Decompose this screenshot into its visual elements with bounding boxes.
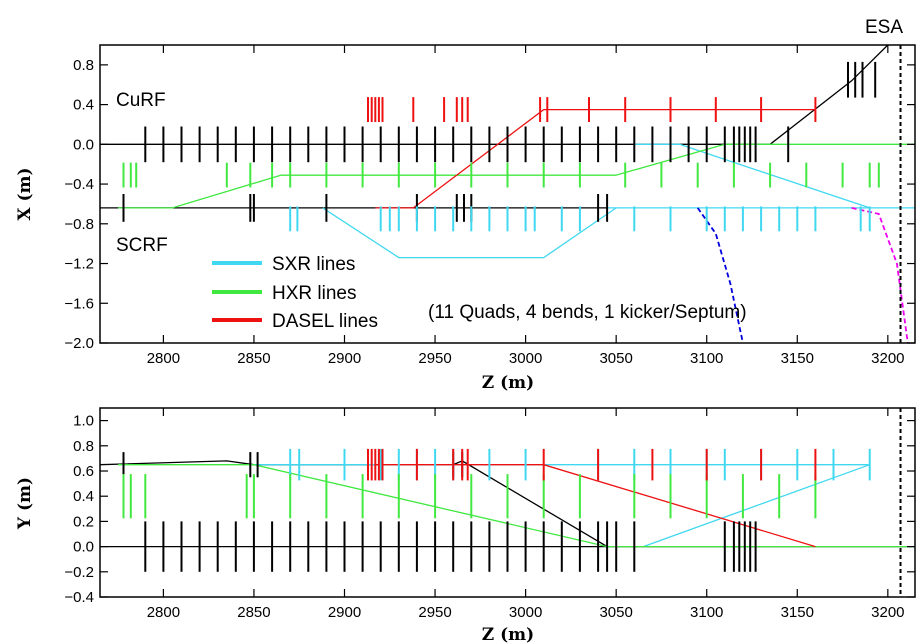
legend-label-sxr: SXR lines <box>272 254 355 275</box>
top-x-tick-label: 3050 <box>599 350 632 367</box>
bottom-series-line <box>118 464 915 548</box>
top-plot-area <box>100 45 915 343</box>
top-x-tick-label: 2850 <box>237 350 270 367</box>
top-y-tick-label: 0.8 <box>73 57 94 74</box>
bottom-y-tick-label: −0.4 <box>64 589 94 606</box>
top-x-tick-label: 3150 <box>781 350 814 367</box>
top-series-line <box>118 143 915 209</box>
top-series-line <box>696 207 744 343</box>
bottom-series-line <box>100 460 608 548</box>
bottom-x-tick-label: 2850 <box>237 604 270 621</box>
top-x-tick-label: 3200 <box>871 350 904 367</box>
top-axis-ticks: 2800 2850 2900 2950 3000 3050 3100 3150 3200 −2.0… <box>64 45 915 367</box>
bottom-x-tick-label: 2800 <box>147 604 180 621</box>
legend-label-dasel: DASEL lines <box>272 311 378 332</box>
top-series-line <box>851 207 909 343</box>
bottom-x-tick-label: 2950 <box>418 604 451 621</box>
bottom-series-line <box>643 464 870 548</box>
esa-label: ESA <box>865 17 903 38</box>
legend: SXR lines HXR lines DASEL lines <box>212 254 378 332</box>
bottom-xlabel: Z (m) <box>482 625 534 644</box>
top-x-tick-label: 3100 <box>690 350 723 367</box>
bottom-y-tick-label: 1.0 <box>73 413 94 430</box>
bottom-x-tick-label: 3200 <box>871 604 904 621</box>
top-y-tick-label: −2.0 <box>64 335 94 352</box>
top-y-tick-label: 0.4 <box>73 97 94 114</box>
legend-label-hxr: HXR lines <box>272 283 356 304</box>
bottom-axis-ticks: 2800 2850 2900 2950 3000 3050 3100 3150 3200 −0.4… <box>64 408 915 621</box>
top-series-line <box>375 108 816 209</box>
bottom-x-tick-label: 3050 <box>599 604 632 621</box>
top-y-tick-label: −0.4 <box>64 176 94 193</box>
top-y-tick-label: −1.2 <box>64 256 94 273</box>
curf-label: CuRF <box>116 90 166 111</box>
top-plot-data <box>100 45 915 343</box>
bottom-y-tick-label: 0.8 <box>73 438 94 455</box>
bottom-x-tick-label: 3000 <box>509 604 542 621</box>
top-y-tick-label: −1.6 <box>64 295 94 312</box>
bottom-x-tick-label: 3100 <box>690 604 723 621</box>
bottom-plot-data <box>100 408 915 597</box>
elements-note: (11 Quads, 4 bends, 1 kicker/Septum) <box>428 302 747 323</box>
top-y-tick-label: −0.8 <box>64 216 94 233</box>
bottom-y-tick-label: 0.0 <box>73 539 94 556</box>
bottom-plot-frame <box>99 407 916 598</box>
top-ylabel: X (m) <box>15 167 35 220</box>
top-panel-x-plot: 2800 2850 2900 2950 3000 3050 3100 3150 3200 −2.0… <box>15 17 916 393</box>
bottom-plot-area <box>100 408 915 597</box>
scrf-label: SCRF <box>116 235 168 256</box>
bottom-y-tick-label: −0.2 <box>64 564 94 581</box>
top-x-tick-label: 2800 <box>147 350 180 367</box>
bottom-ylabel: Y (m) <box>15 477 35 530</box>
top-series-line <box>322 207 617 259</box>
bottom-panel-y-plot: 2800 2850 2900 2950 3000 3050 3100 3150 3200 −0.4… <box>15 407 916 644</box>
top-x-tick-label: 3000 <box>509 350 542 367</box>
bottom-x-tick-label: 3150 <box>781 604 814 621</box>
bottom-y-tick-label: 0.4 <box>73 488 94 505</box>
top-xlabel: Z (m) <box>482 373 534 393</box>
top-y-tick-label: 0.0 <box>73 136 94 153</box>
top-x-tick-label: 2950 <box>418 350 451 367</box>
bottom-y-tick-label: 0.6 <box>73 463 94 480</box>
top-x-tick-label: 2900 <box>328 350 361 367</box>
top-plot-frame <box>99 44 916 344</box>
bottom-y-tick-label: 0.2 <box>73 513 94 530</box>
bottom-x-tick-label: 2900 <box>328 604 361 621</box>
